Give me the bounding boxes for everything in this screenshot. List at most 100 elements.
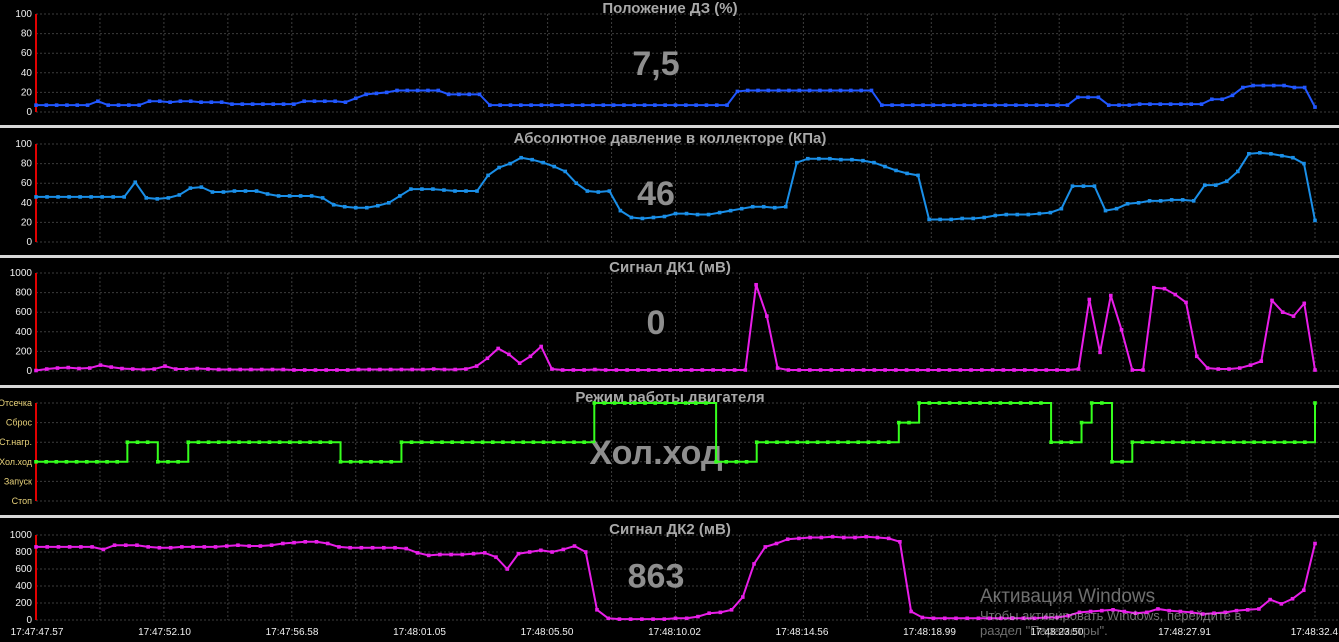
data-point: [156, 460, 160, 464]
y-tick-label: 0: [26, 615, 32, 626]
data-point: [1059, 206, 1064, 211]
data-point: [292, 368, 296, 372]
data-point: [1271, 83, 1276, 88]
data-point: [89, 195, 93, 199]
data-point: [442, 367, 447, 372]
data-point: [1086, 95, 1090, 100]
data-point: [64, 460, 69, 464]
data-point: [56, 545, 61, 549]
data-point: [1202, 183, 1207, 187]
data-point: [116, 103, 121, 107]
data-point: [921, 103, 925, 107]
data-point: [866, 440, 871, 444]
data-point: [152, 367, 157, 371]
data-point: [617, 617, 622, 621]
data-point: [421, 367, 425, 372]
data-point: [359, 460, 363, 464]
data-point: [178, 99, 183, 104]
data-point: [916, 173, 920, 178]
data-point: [993, 103, 998, 107]
data-point: [593, 367, 597, 372]
data-point: [850, 157, 854, 162]
data-point: [706, 212, 711, 217]
data-point: [1117, 103, 1121, 107]
data-point: [1122, 609, 1127, 614]
data-point: [980, 368, 984, 372]
data-point: [971, 216, 975, 221]
data-point: [711, 368, 715, 372]
x-tick-label: 17:48:18.99: [903, 627, 956, 638]
data-point: [1210, 97, 1214, 102]
data-point: [1302, 161, 1306, 166]
data-point: [85, 103, 90, 107]
data-point: [550, 550, 554, 554]
data-point: [807, 88, 812, 93]
series-line: [36, 151, 1316, 221]
data-point: [679, 368, 683, 372]
data-point: [166, 460, 170, 464]
data-point: [683, 401, 688, 405]
data-point: [34, 103, 38, 107]
data-point: [157, 99, 162, 104]
data-point: [1292, 440, 1297, 444]
data-point: [1140, 440, 1145, 444]
data-point: [1268, 597, 1272, 602]
data-point: [580, 103, 585, 107]
chart-panel-2: 0 20 40 60 80 100 Абсолютное давление в коллек…: [15, 130, 1339, 248]
data-point: [1303, 440, 1307, 444]
data-point: [606, 616, 610, 621]
data-point: [1231, 440, 1236, 444]
data-point: [931, 616, 936, 621]
data-point: [904, 368, 909, 372]
data-point: [990, 368, 995, 372]
data-point: [1010, 616, 1014, 621]
data-point: [841, 535, 846, 540]
data-point: [1189, 610, 1194, 615]
data-point: [243, 189, 248, 193]
data-point: [1230, 93, 1235, 98]
data-point: [457, 92, 461, 97]
data-point: [614, 368, 619, 372]
data-point: [482, 551, 487, 555]
data-point: [236, 543, 240, 547]
data-point: [550, 367, 554, 371]
data-point: [237, 440, 241, 444]
data-point: [389, 460, 394, 464]
data-point: [972, 103, 977, 107]
data-point: [1313, 105, 1317, 109]
data-point: [853, 535, 857, 540]
panel-separator: [0, 515, 1339, 518]
data-point: [453, 189, 457, 193]
data-point: [1103, 208, 1108, 213]
data-point: [269, 543, 274, 547]
data-point: [1301, 588, 1306, 593]
data-point: [1081, 184, 1086, 188]
data-point: [216, 367, 221, 372]
data-point: [405, 88, 410, 93]
data-point: [836, 440, 840, 444]
data-point: [497, 165, 501, 170]
data-point: [1280, 310, 1285, 314]
data-point: [1220, 97, 1224, 102]
data-point: [728, 208, 733, 213]
data-point: [1079, 420, 1084, 425]
data-point: [673, 616, 678, 621]
data-point: [66, 365, 71, 370]
data-point: [602, 401, 607, 405]
data-point: [426, 553, 431, 558]
chart-panel-4: Стоп Запуск Хол.ход Ст.нагр. Сброс Отсечка Реж…: [0, 389, 1339, 506]
data-point: [551, 440, 556, 444]
data-point: [1100, 401, 1104, 405]
data-point: [146, 545, 150, 549]
data-point: [1191, 440, 1195, 444]
data-point: [714, 460, 718, 464]
data-point: [607, 189, 612, 193]
data-point: [1075, 95, 1080, 100]
data-point: [1034, 103, 1039, 107]
data-point: [875, 535, 880, 540]
data-point: [987, 616, 992, 621]
data-point: [1069, 440, 1074, 444]
data-point: [785, 440, 789, 444]
data-point: [910, 103, 915, 107]
x-tick-label: 17:48:05.50: [521, 627, 574, 638]
